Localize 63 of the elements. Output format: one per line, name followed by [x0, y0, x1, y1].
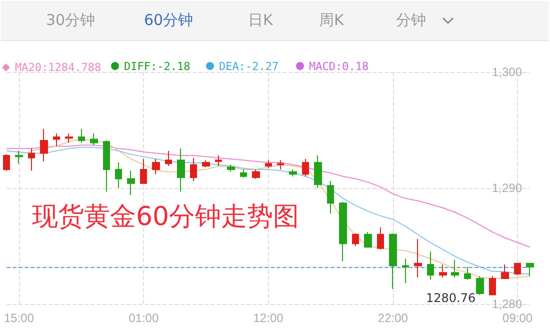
candlestick	[78, 128, 85, 144]
candlestick	[240, 168, 247, 178]
x-tick-label: 12:00	[253, 311, 284, 325]
candlestick	[140, 158, 147, 184]
text: 日K	[248, 11, 273, 30]
candlestick	[65, 132, 73, 144]
candlestick	[265, 160, 272, 169]
annotation: DEA:-2.27	[218, 60, 279, 73]
candlestick	[227, 164, 235, 172]
candlestick	[3, 154, 10, 172]
candlestick	[451, 259, 459, 278]
candlestick	[327, 180, 334, 214]
text: 60分钟	[144, 11, 194, 30]
candlestick	[464, 266, 471, 280]
x-tick-label: 09:00	[502, 311, 533, 325]
candlestick	[252, 168, 260, 180]
y-tick-label: 1,300	[492, 65, 522, 79]
candlestick	[427, 251, 434, 280]
candlestick	[289, 168, 297, 177]
candlestick	[28, 148, 35, 172]
candlestick	[152, 158, 160, 175]
candlestick	[476, 276, 484, 296]
line-series	[6, 144, 530, 248]
x-tick-label: 22:00	[378, 311, 408, 325]
candlestick	[103, 140, 110, 192]
candlestick	[302, 158, 309, 177]
candlestick	[215, 155, 222, 166]
candlestick	[314, 155, 322, 188]
text: 30分钟	[46, 11, 96, 30]
candlestick	[489, 276, 496, 296]
x-tick-label: 15:00	[4, 311, 34, 325]
annotation: MACD:0.18	[308, 60, 369, 73]
candlestick	[127, 170, 135, 196]
candlestick	[190, 157, 197, 182]
candlestick	[177, 148, 185, 192]
candlestick	[377, 226, 384, 250]
x-tick-label: 01:00	[128, 311, 159, 325]
candlestick	[202, 160, 210, 168]
annotation: DIFF:-2.18	[123, 60, 190, 73]
candlestick	[414, 238, 422, 278]
candlestick	[402, 258, 409, 284]
text: 现货黄金60分钟走势图	[32, 202, 300, 232]
text: 周K	[319, 11, 344, 30]
candlestick	[526, 262, 534, 277]
candlestick	[389, 232, 397, 290]
candlestick	[364, 232, 372, 248]
candlestick	[514, 262, 521, 276]
candlestick	[501, 264, 509, 279]
annotation: 1280.76	[426, 291, 476, 305]
candlestick	[53, 132, 60, 147]
candlestick	[277, 160, 284, 170]
candlestick	[439, 264, 447, 278]
candlestick	[352, 232, 359, 246]
candlestick	[339, 201, 347, 262]
candlestick	[40, 128, 48, 162]
candlestick	[115, 162, 122, 188]
text: 分钟	[396, 11, 426, 30]
candlestick	[15, 150, 23, 164]
y-tick-label: 1,280	[492, 297, 522, 311]
y-tick-label: 1,290	[492, 181, 522, 195]
legend-label: MA20:1284.788	[15, 61, 102, 74]
candlestick	[90, 132, 98, 146]
candlestick	[165, 150, 172, 166]
